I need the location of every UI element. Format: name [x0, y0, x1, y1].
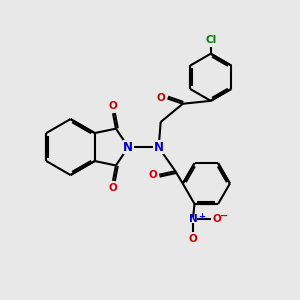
- Text: O: O: [156, 93, 165, 103]
- Text: N: N: [189, 214, 197, 224]
- Text: O: O: [109, 101, 117, 111]
- Text: N: N: [123, 141, 133, 154]
- Text: O: O: [212, 214, 221, 224]
- Text: O: O: [148, 170, 157, 180]
- Text: O: O: [189, 234, 197, 244]
- Text: N: N: [154, 141, 164, 154]
- Text: −: −: [220, 211, 228, 221]
- Text: O: O: [109, 183, 117, 193]
- Text: +: +: [198, 212, 206, 221]
- Text: Cl: Cl: [205, 35, 216, 45]
